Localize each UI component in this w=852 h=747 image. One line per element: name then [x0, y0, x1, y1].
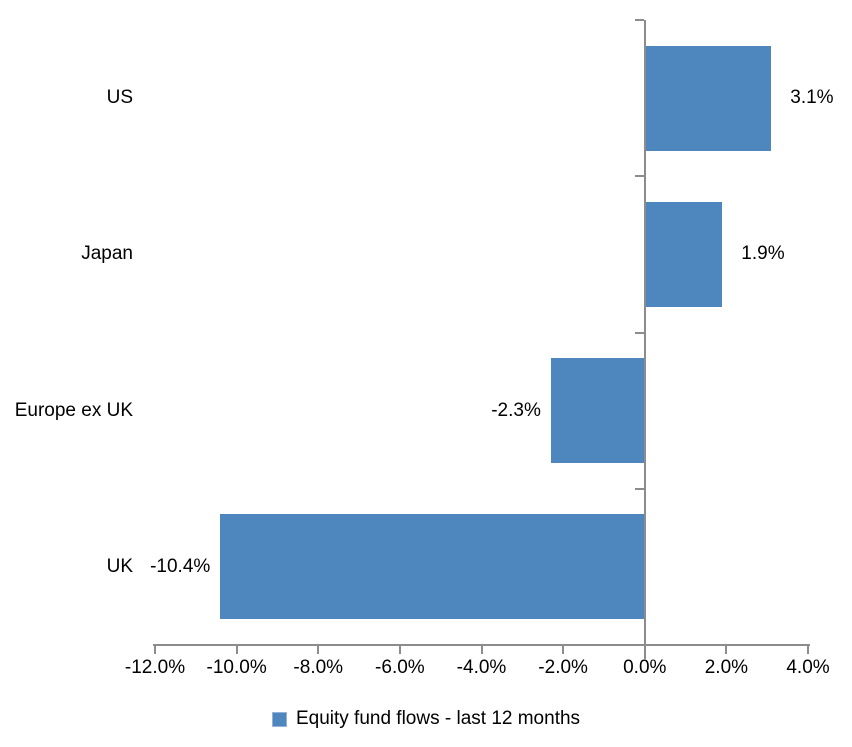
- x-axis-label-4: -4.0%: [456, 657, 507, 678]
- category-label-japan: Japan: [81, 243, 133, 265]
- x-axis-tick-40: [807, 645, 809, 654]
- bar-uk: [220, 514, 645, 620]
- x-axis-line: [153, 644, 810, 646]
- y-axis-tick-0: [634, 19, 644, 21]
- x-axis-label-1: -10.0%: [206, 657, 267, 678]
- data-label-us: 3.1%: [790, 87, 834, 109]
- data-label-europe-ex-uk: -2.3%: [491, 399, 541, 421]
- x-axis-tick-120-neg: [154, 645, 156, 654]
- category-label-europe-ex-uk: Europe ex UK: [14, 399, 133, 421]
- legend-swatch-icon: [271, 711, 287, 727]
- x-axis-tick-20-neg: [562, 645, 565, 654]
- x-axis-label-8: 4.0%: [786, 657, 830, 678]
- category-label-us: US: [106, 87, 133, 109]
- data-label-japan: 1.9%: [741, 243, 785, 265]
- category-label-uk: UK: [106, 555, 133, 577]
- y-axis-line: [643, 20, 646, 659]
- x-axis-label-2: -8.0%: [293, 657, 344, 678]
- x-axis-label-7: 2.0%: [704, 657, 749, 678]
- x-axis-label-5: -2.0%: [538, 657, 588, 678]
- legend: Equity fund flows - last 12 months: [0, 703, 852, 735]
- x-axis-tick-100-neg: [235, 645, 238, 654]
- x-axis-tick-40-neg: [480, 645, 483, 654]
- x-axis-label-6: 0.0%: [623, 657, 667, 678]
- y-axis-tick-1: [634, 175, 644, 178]
- x-axis-label-0: -12.0%: [124, 657, 186, 678]
- bar-japan: [644, 201, 723, 307]
- data-label-uk: -10.4%: [150, 555, 211, 577]
- bar-us: [644, 45, 772, 151]
- bar-europe-ex-uk: [550, 358, 645, 464]
- x-axis-label-3: -6.0%: [375, 657, 425, 678]
- x-axis-tick-60-neg: [398, 645, 401, 654]
- y-axis-tick-2: [634, 331, 644, 334]
- y-axis-tick-3: [634, 487, 644, 490]
- x-axis-tick-20: [725, 645, 728, 654]
- x-axis-tick-80-neg: [317, 645, 320, 654]
- legend-label: Equity fund flows - last 12 months: [295, 708, 581, 729]
